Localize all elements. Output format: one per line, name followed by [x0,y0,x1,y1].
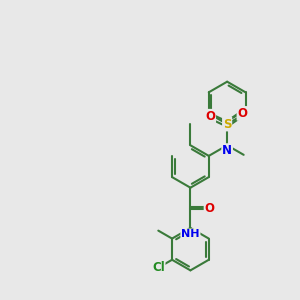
Text: O: O [205,110,215,123]
Text: N: N [222,144,232,157]
Text: S: S [223,118,231,130]
Text: O: O [205,202,214,215]
Text: Cl: Cl [152,261,165,274]
Text: O: O [237,107,248,120]
Text: NH: NH [181,229,200,239]
